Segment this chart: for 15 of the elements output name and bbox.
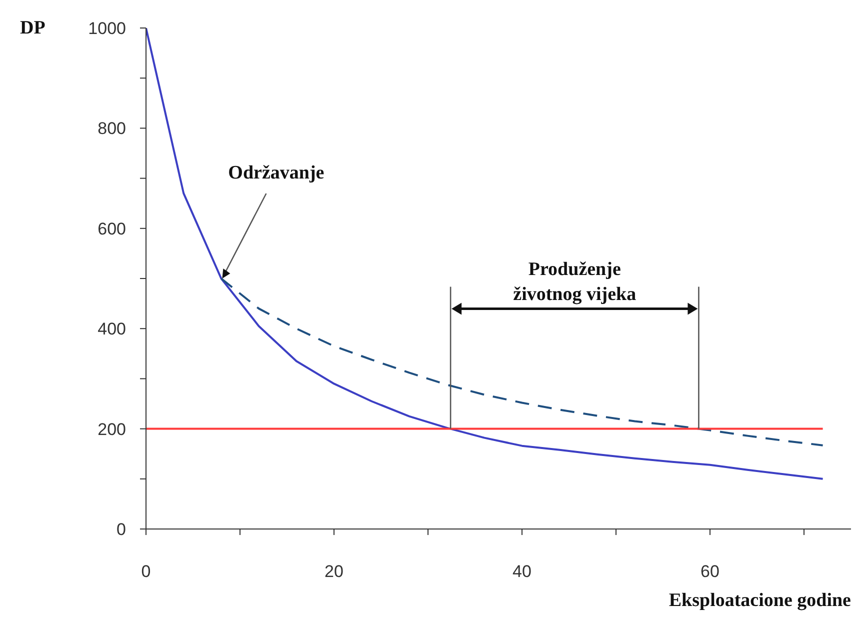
y-tick-label: 400: [98, 320, 126, 339]
y-axis-title: DP: [20, 17, 46, 38]
y-tick-label: 1000: [88, 19, 126, 38]
y-tick-label: 0: [116, 520, 126, 540]
x-tick-label: 40: [512, 562, 532, 582]
x-tick-label: 60: [700, 562, 720, 582]
line-series: [146, 28, 824, 480]
y-tick-label: 200: [98, 420, 126, 439]
x-tick-label: 20: [324, 562, 344, 582]
annotation: Produženje životnog vijeka: [513, 258, 637, 305]
y-tick-label: 600: [98, 219, 126, 238]
x-tick-label: 0: [141, 562, 151, 582]
x-axis-title: Eksploatacione godine: [668, 590, 851, 611]
annotation: Održavanje: [228, 162, 324, 184]
y-tick-label: 800: [98, 119, 126, 138]
